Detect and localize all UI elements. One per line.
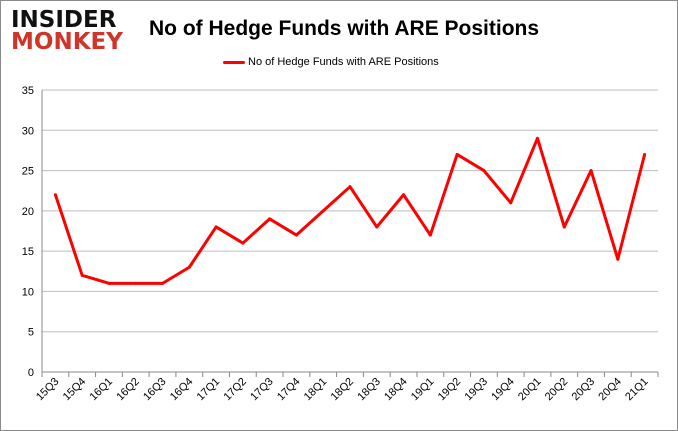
y-tick-label: 35 [22, 85, 34, 97]
y-tick-label: 15 [22, 246, 34, 258]
data-point [562, 225, 566, 229]
x-tick-label: 18Q4 [382, 376, 410, 404]
data-point [482, 169, 486, 173]
data-point [80, 273, 84, 277]
x-tick-label: 16Q1 [88, 376, 116, 404]
data-point [589, 169, 593, 173]
x-tick-label: 19Q3 [463, 376, 491, 404]
y-tick-label: 0 [28, 367, 34, 379]
data-point [509, 201, 513, 205]
data-point [107, 281, 111, 285]
data-point [214, 225, 218, 229]
data-point [161, 281, 165, 285]
x-tick-label: 15Q4 [61, 376, 89, 404]
data-point [455, 152, 459, 156]
x-tick-label: 17Q4 [275, 376, 303, 404]
data-point [294, 233, 298, 237]
x-tick-label: 17Q3 [248, 376, 276, 404]
data-point [535, 136, 539, 140]
insider-monkey-logo: INSIDER MONKEY [11, 7, 123, 55]
data-point [268, 217, 272, 221]
x-tick-label: 17Q2 [221, 376, 249, 404]
x-tick-label: 20Q1 [516, 376, 544, 404]
legend-label: No of Hedge Funds with ARE Positions [248, 56, 439, 68]
y-tick-label: 20 [22, 206, 34, 218]
x-tick-label: 16Q2 [114, 376, 142, 404]
legend-swatch [223, 60, 245, 64]
data-point [375, 225, 379, 229]
x-tick-label: 19Q1 [409, 376, 437, 404]
data-point [321, 209, 325, 213]
data-point [402, 193, 406, 197]
y-tick-label: 10 [22, 286, 34, 298]
x-tick-label: 20Q3 [570, 376, 598, 404]
x-tick-label: 20Q4 [596, 376, 624, 404]
x-tick-label: 15Q3 [34, 376, 62, 404]
y-tick-label: 5 [28, 327, 34, 339]
chart-title: No of Hedge Funds with ARE Positions [149, 17, 540, 40]
x-tick-label: 20Q2 [543, 376, 571, 404]
x-tick-label: 18Q2 [329, 376, 357, 404]
data-point [241, 241, 245, 245]
data-point [53, 193, 57, 197]
x-tick-label: 18Q3 [355, 376, 383, 404]
logo-line2: MONKEY [11, 29, 123, 55]
legend: No of Hedge Funds with ARE Positions [223, 56, 439, 68]
x-tick-label: 16Q3 [141, 376, 169, 404]
data-point [428, 233, 432, 237]
x-tick-label: 18Q1 [302, 376, 330, 404]
data-point [187, 265, 191, 269]
x-tick-label: 21Q1 [623, 376, 651, 404]
data-point [134, 281, 138, 285]
x-tick-label: 17Q1 [195, 376, 223, 404]
y-tick-label: 25 [22, 166, 34, 178]
data-point [348, 185, 352, 189]
data-point [643, 152, 647, 156]
logo-line1: INSIDER [11, 7, 117, 33]
x-tick-label: 16Q4 [168, 376, 196, 404]
data-point [616, 257, 620, 261]
y-tick-label: 30 [22, 125, 34, 137]
x-tick-label: 19Q4 [489, 376, 517, 404]
x-tick-label: 19Q2 [436, 376, 464, 404]
